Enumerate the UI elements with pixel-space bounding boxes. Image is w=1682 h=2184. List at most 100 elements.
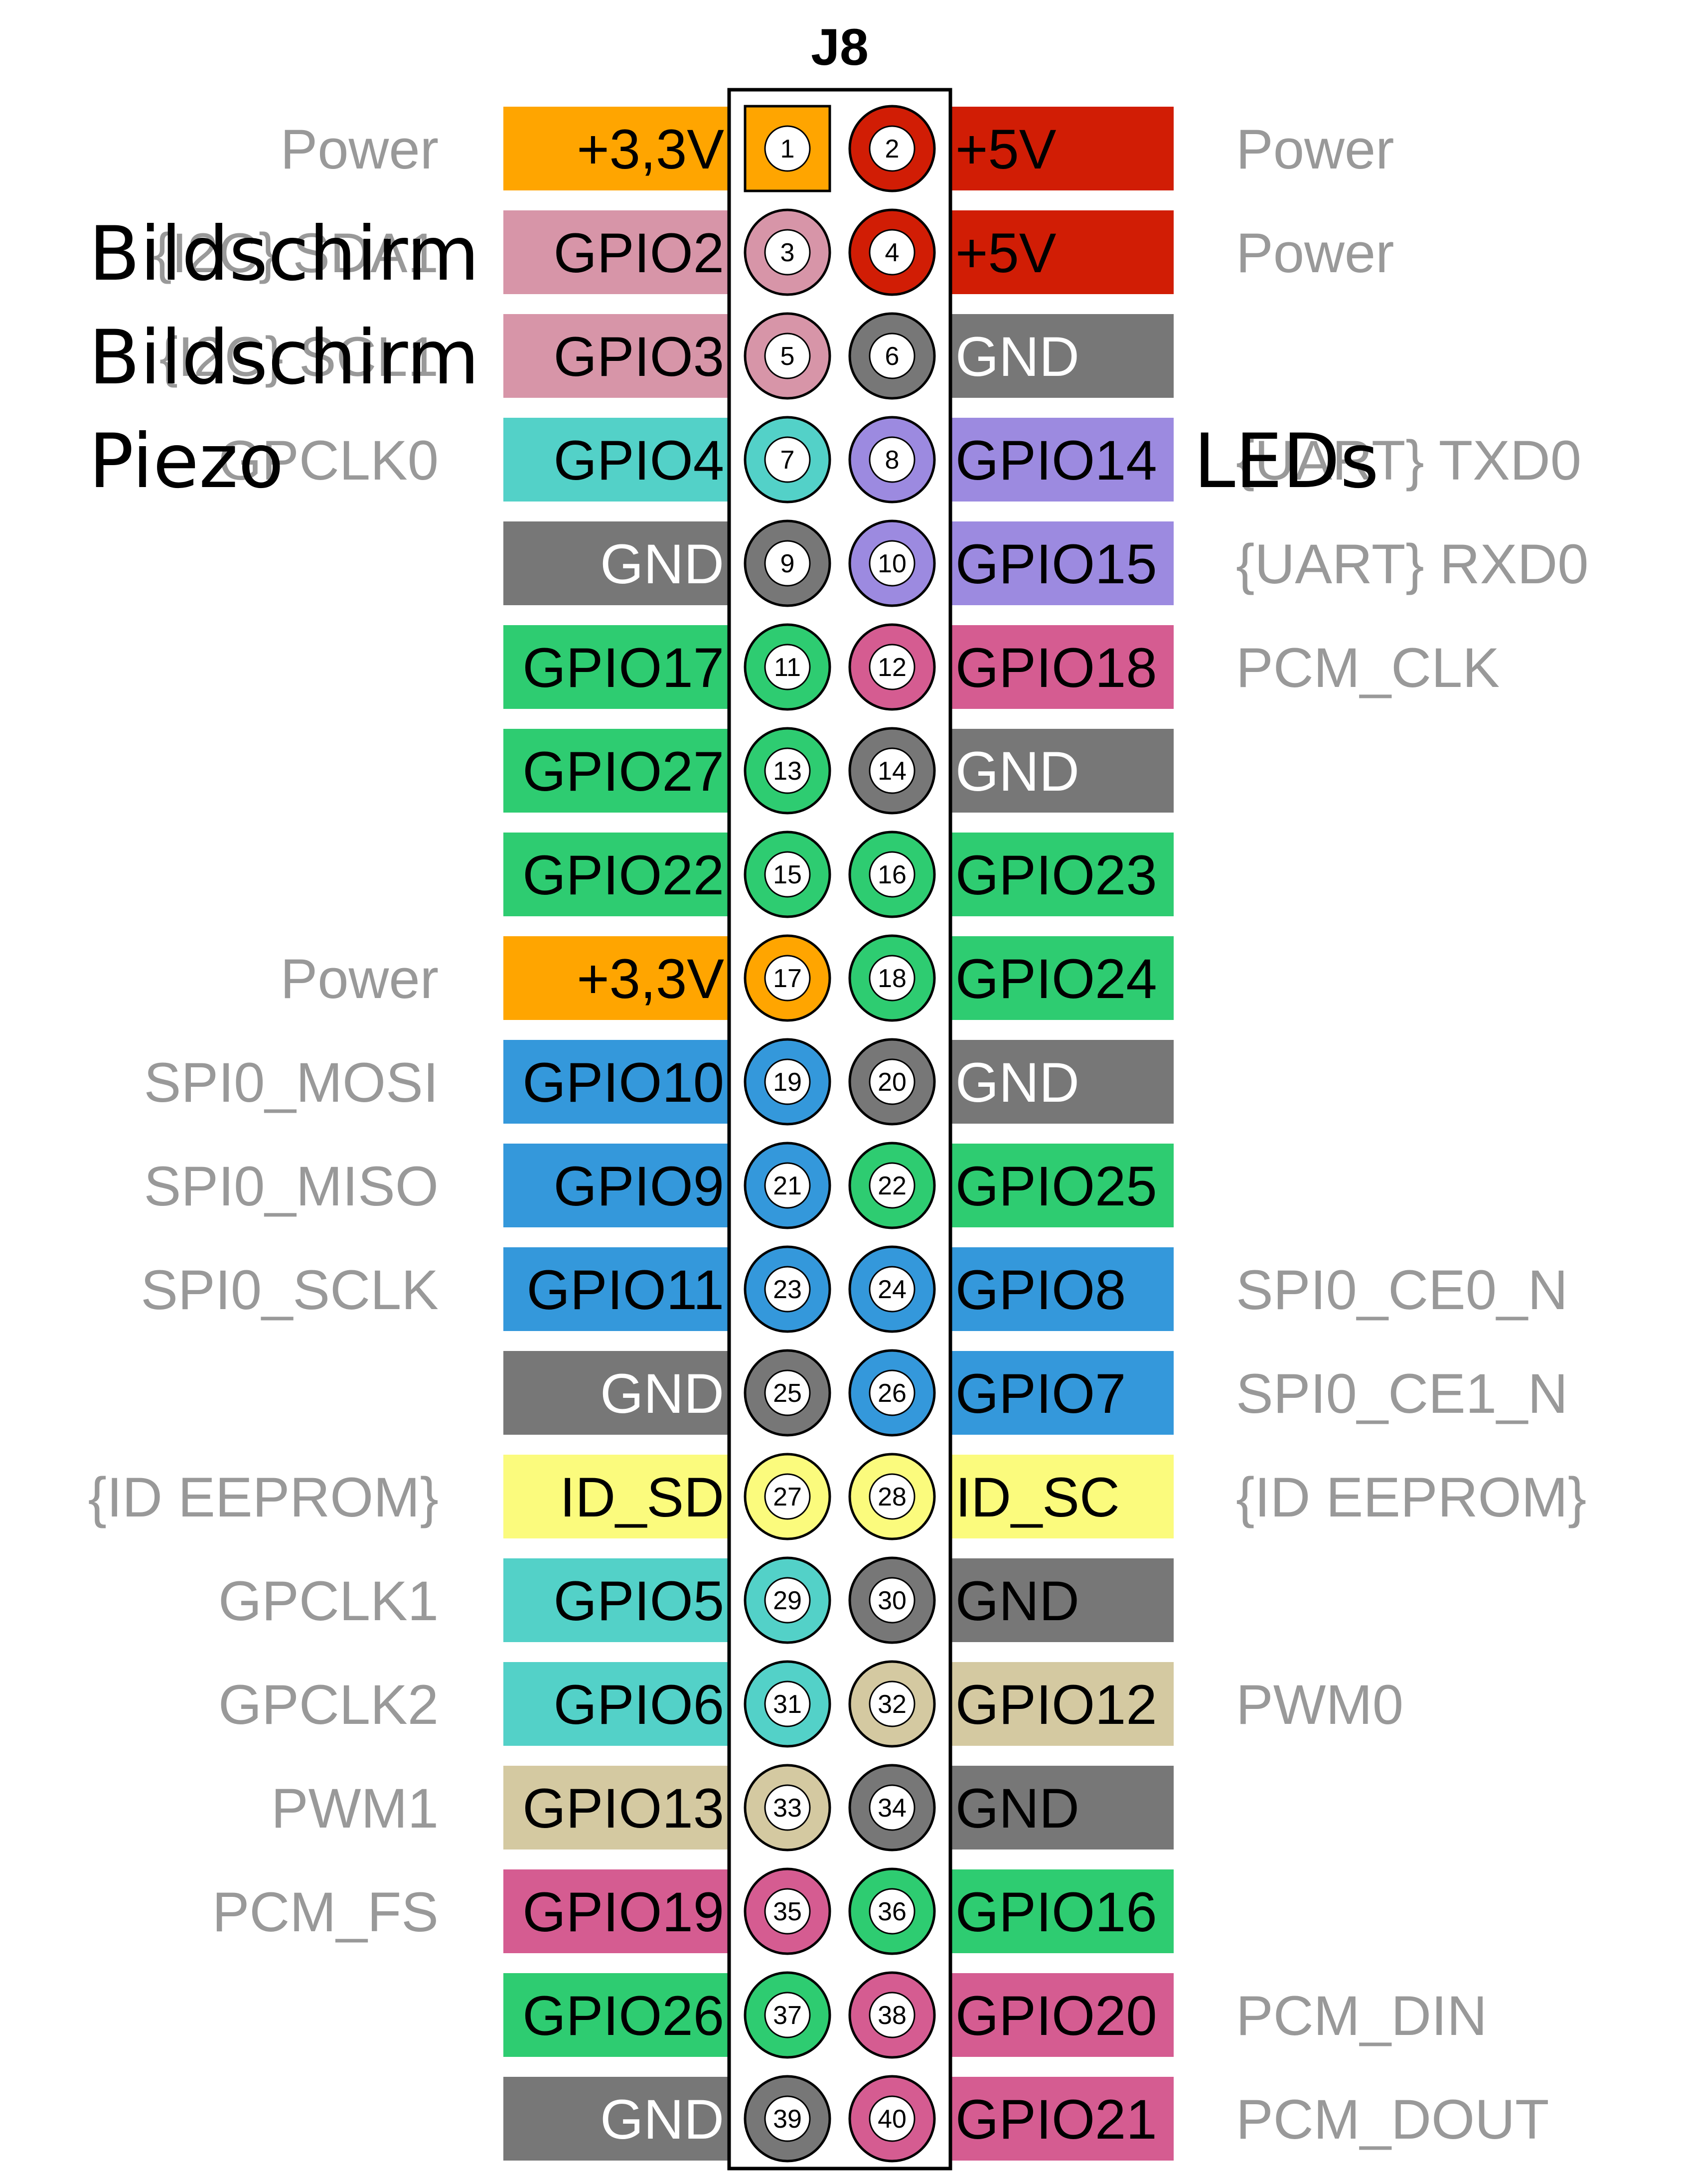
pin-hole-1 bbox=[764, 125, 811, 172]
pin-bar-13 bbox=[503, 729, 730, 813]
pin-function-19: SPI0_MOSI bbox=[144, 1051, 439, 1114]
pin-number-6: 6 bbox=[885, 342, 900, 371]
pin-bar-17 bbox=[503, 936, 730, 1020]
pin-label-35: GPIO19 bbox=[522, 1881, 724, 1943]
pin-number-18: 18 bbox=[878, 964, 907, 993]
pin-hole-12 bbox=[869, 644, 916, 690]
pin-bar-37 bbox=[503, 1973, 730, 2057]
pin-bar-36 bbox=[949, 1869, 1174, 1953]
pin-function-33: PWM1 bbox=[271, 1777, 439, 1840]
pin-label-37: GPIO26 bbox=[522, 1985, 724, 2047]
pin-label-5: GPIO3 bbox=[554, 326, 724, 388]
pin-function-10: {UART} RXD0 bbox=[1236, 533, 1589, 595]
pin-hole-30 bbox=[869, 1577, 916, 1624]
pin-label-38: GPIO20 bbox=[955, 1985, 1157, 2047]
pin-bar-7 bbox=[503, 418, 730, 502]
pin-function-27: {ID EEPROM} bbox=[88, 1466, 439, 1528]
pin-number-4: 4 bbox=[885, 238, 900, 267]
pin-label-18: GPIO24 bbox=[955, 948, 1157, 1010]
pin-number-34: 34 bbox=[878, 1794, 907, 1823]
pin-hole-11 bbox=[764, 644, 811, 690]
pin-label-6: GND bbox=[955, 326, 1079, 388]
pin-bar-16 bbox=[949, 833, 1174, 916]
pin-function-32: PWM0 bbox=[1236, 1674, 1403, 1736]
pin-function-4: Power bbox=[1236, 222, 1394, 284]
pin-number-40: 40 bbox=[878, 2105, 907, 2134]
pin-bar-15 bbox=[503, 833, 730, 916]
pin-label-40: GPIO21 bbox=[955, 2088, 1157, 2151]
pin-hole-23 bbox=[764, 1266, 811, 1313]
pin-label-9: GND bbox=[600, 533, 724, 595]
pin-bar-6 bbox=[949, 314, 1174, 398]
pin-number-31: 31 bbox=[773, 1690, 802, 1719]
pin-label-20: GND bbox=[955, 1051, 1079, 1114]
pin-label-16: GPIO23 bbox=[955, 844, 1157, 906]
pin-hole-31 bbox=[764, 1680, 811, 1727]
pin-number-23: 23 bbox=[773, 1275, 802, 1304]
pin-bar-40 bbox=[949, 2077, 1174, 2161]
pin-number-35: 35 bbox=[773, 1897, 802, 1926]
pin-number-16: 16 bbox=[878, 860, 907, 889]
pin-bar-19 bbox=[503, 1040, 730, 1124]
pin-hole-39 bbox=[764, 2095, 811, 2142]
pin-bar-1 bbox=[503, 107, 730, 190]
pin-bar-33 bbox=[503, 1766, 730, 1849]
pin-number-13: 13 bbox=[773, 757, 802, 786]
pin-label-10: GPIO15 bbox=[955, 533, 1157, 595]
pin-number-32: 32 bbox=[878, 1690, 907, 1719]
pin-number-39: 39 bbox=[773, 2105, 802, 2134]
pin-number-17: 17 bbox=[773, 964, 802, 993]
pin-hole-25 bbox=[764, 1369, 811, 1416]
pin-function-23: SPI0_SCLK bbox=[141, 1259, 439, 1321]
pin-number-20: 20 bbox=[878, 1068, 907, 1097]
pin-number-7: 7 bbox=[780, 446, 795, 475]
header-outline bbox=[727, 88, 952, 2171]
pin-hole-14 bbox=[869, 747, 916, 794]
pin-hole-29 bbox=[764, 1577, 811, 1624]
pin-bar-29 bbox=[503, 1558, 730, 1642]
pin-bar-18 bbox=[949, 936, 1174, 1020]
pin-function-40: PCM_DOUT bbox=[1236, 2088, 1549, 2151]
pin-hole-33 bbox=[764, 1784, 811, 1831]
pin-rows: +3,3V Power +5V Power GPIO2 {I2C} SDA1 +5V Powe… bbox=[88, 88, 1589, 2171]
pin-number-21: 21 bbox=[773, 1172, 802, 1200]
pin-label-19: GPIO10 bbox=[522, 1051, 724, 1114]
pin-bar-28 bbox=[949, 1455, 1174, 1538]
pin-number-30: 30 bbox=[878, 1586, 907, 1615]
pin-number-15: 15 bbox=[773, 860, 802, 889]
pin-label-26: GPIO7 bbox=[955, 1362, 1126, 1425]
pin-number-8: 8 bbox=[885, 446, 900, 475]
pin-hole-22 bbox=[869, 1162, 916, 1209]
pin-number-3: 3 bbox=[780, 238, 795, 267]
pin-label-24: GPIO8 bbox=[955, 1259, 1126, 1321]
pin-bar-25 bbox=[503, 1351, 730, 1435]
pin-function-17: Power bbox=[281, 948, 439, 1010]
pin-bar-32 bbox=[949, 1662, 1174, 1746]
pin-label-4: +5V bbox=[955, 222, 1057, 284]
pin-hole-32 bbox=[869, 1680, 916, 1727]
pin-label-27: ID_SD bbox=[560, 1466, 724, 1528]
pin-hole-34 bbox=[869, 1784, 916, 1831]
pin-label-3: GPIO2 bbox=[554, 222, 724, 284]
annotation-3: Piezo bbox=[89, 418, 284, 505]
pin-number-22: 22 bbox=[878, 1172, 907, 1200]
pin-number-9: 9 bbox=[780, 549, 795, 578]
pin-bar-27 bbox=[503, 1455, 730, 1538]
annotation-labels: Bildschirm Bildschirm Piezo LEDs bbox=[89, 211, 1379, 505]
pin-label-11: GPIO17 bbox=[522, 637, 724, 699]
pin-bar-12 bbox=[949, 625, 1174, 709]
pin-hole-36 bbox=[869, 1888, 916, 1935]
pin-hole-37 bbox=[764, 1992, 811, 2038]
pin-function-12: PCM_CLK bbox=[1236, 637, 1500, 699]
pin-hole-35 bbox=[764, 1888, 811, 1935]
pin-number-24: 24 bbox=[878, 1275, 907, 1304]
pin-function-2: Power bbox=[1236, 118, 1394, 180]
pin-hole-4 bbox=[869, 229, 916, 276]
pin-number-1: 1 bbox=[780, 135, 795, 164]
pin-bar-24 bbox=[949, 1247, 1174, 1331]
pin-label-21: GPIO9 bbox=[554, 1155, 724, 1217]
pin-label-12: GPIO18 bbox=[955, 637, 1157, 699]
pin-function-24: SPI0_CE0_N bbox=[1236, 1259, 1568, 1321]
pin-label-33: GPIO13 bbox=[522, 1777, 724, 1840]
